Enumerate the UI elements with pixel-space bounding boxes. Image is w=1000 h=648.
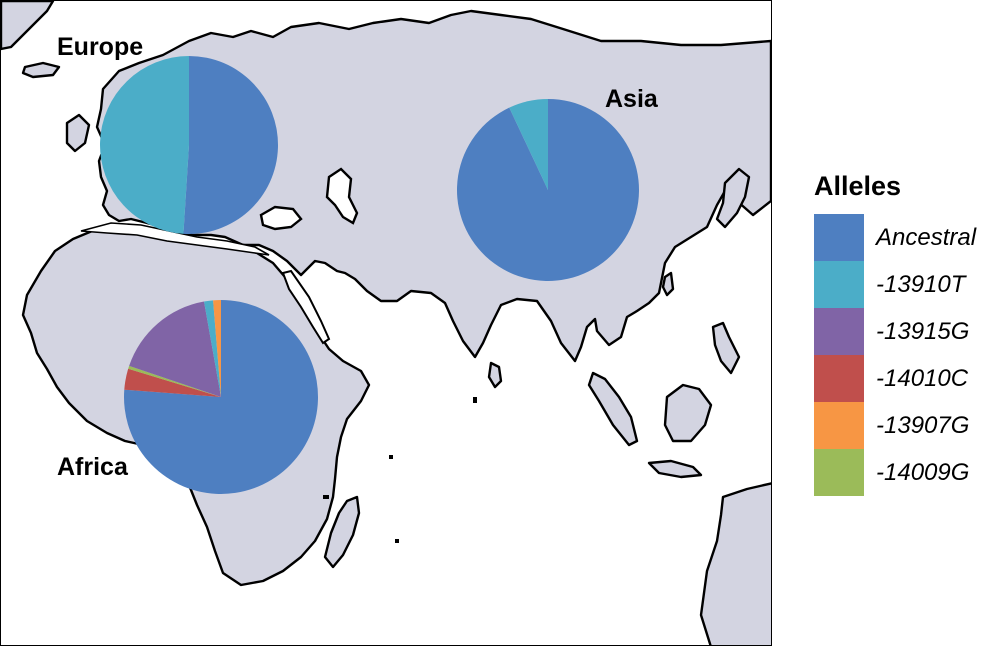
pie-slice <box>509 99 548 190</box>
legend-swatch <box>814 308 864 355</box>
legend-item: -13915G <box>812 308 1000 355</box>
legend-swatch <box>814 261 864 308</box>
pie-slice <box>100 56 189 234</box>
region-label-asia: Asia <box>605 85 659 113</box>
legend-item: -14009G <box>812 449 1000 496</box>
island-speck <box>395 539 399 543</box>
iceland-landmass <box>21 61 61 79</box>
pie-slice <box>129 301 221 397</box>
philippines-landmass <box>711 321 741 375</box>
australia-landmass <box>699 482 771 645</box>
madagascar-landmass <box>323 495 361 569</box>
island-speck <box>473 397 477 403</box>
pie-slice <box>183 56 279 234</box>
pie-slice <box>213 300 221 397</box>
allele-pie-charts <box>100 56 639 494</box>
legend-items: Ancestral -13910T -13915G -14010C -13907G -14… <box>812 214 1000 496</box>
legend-item: Ancestral <box>812 214 1000 261</box>
sri-lanka-landmass <box>487 361 503 389</box>
sumatra-landmass <box>587 371 639 447</box>
legend-item: -13907G <box>812 402 1000 449</box>
taiwan-landmass <box>661 271 675 297</box>
map-panel: Europe Asia Africa <box>0 0 772 646</box>
borneo-landmass <box>663 383 713 443</box>
legend-item: -14010C <box>812 355 1000 402</box>
legend-label: Ancestral <box>876 224 977 251</box>
greenland-landmass <box>1 1 55 51</box>
eurasia-landmass <box>95 9 771 363</box>
pie-africa <box>124 300 318 494</box>
british-isles-landmass <box>65 113 91 153</box>
pie-slice <box>204 300 221 397</box>
island-speck <box>389 455 393 459</box>
legend-item: -13910T <box>812 261 1000 308</box>
legend: Alleles Ancestral -13910T -13915G -14010C -1… <box>812 168 1000 496</box>
legend-swatch <box>814 402 864 449</box>
caspian-sea <box>325 167 359 225</box>
pie-slice <box>128 365 221 397</box>
eurasia-africa-map: Europe Asia Africa <box>1 1 771 645</box>
region-label-europe: Europe <box>57 33 143 61</box>
mediterranean-sea <box>80 222 270 256</box>
pie-slice <box>124 368 221 397</box>
legend-swatch <box>814 449 864 496</box>
java-landmass <box>647 459 703 479</box>
legend-label: -13907G <box>876 412 970 439</box>
pie-europe <box>100 56 279 234</box>
legend-label: -14009G <box>876 459 970 486</box>
legend-swatch <box>814 214 864 261</box>
red-sea <box>281 269 331 345</box>
pie-asia <box>457 99 639 281</box>
black-sea <box>259 205 303 231</box>
region-label-africa: Africa <box>57 453 129 481</box>
legend-swatch <box>814 355 864 402</box>
island-speck <box>323 495 329 499</box>
legend-label: -13915G <box>876 318 970 345</box>
legend-title: Alleles <box>814 171 902 201</box>
legend-label: -13910T <box>876 271 966 298</box>
japan-landmass <box>715 167 751 229</box>
legend-label: -14010C <box>876 365 969 392</box>
